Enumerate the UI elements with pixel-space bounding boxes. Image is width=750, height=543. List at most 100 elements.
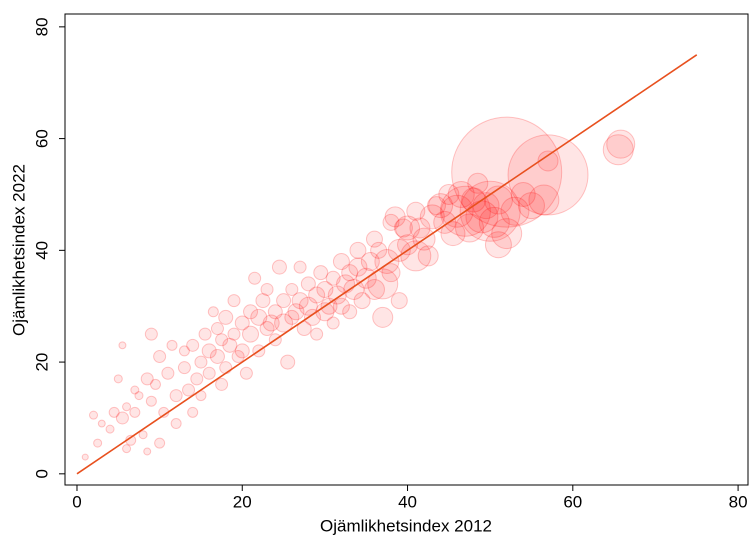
bubble <box>194 355 208 369</box>
bubble <box>316 280 334 298</box>
bubble <box>419 204 445 230</box>
bubble <box>491 218 523 250</box>
bubble <box>365 230 383 248</box>
x-tick-label: 40 <box>398 492 417 511</box>
bubble <box>170 418 182 430</box>
bubble <box>81 453 89 461</box>
bubble <box>384 206 406 228</box>
bubble <box>122 444 132 454</box>
bubble <box>406 201 426 221</box>
bubble <box>372 306 394 328</box>
bubble <box>219 361 233 375</box>
bubble <box>298 296 318 316</box>
bubble <box>296 321 312 337</box>
bubble <box>118 341 127 350</box>
bubble <box>271 259 287 275</box>
bubble <box>537 150 559 172</box>
bubble <box>242 325 260 343</box>
bubble <box>154 437 166 449</box>
bubble <box>89 410 99 420</box>
bubble <box>332 253 350 271</box>
y-tick-label: 40 <box>32 241 51 260</box>
x-axis-title: Ojämlikhetsindex 2012 <box>320 516 492 535</box>
bubble <box>343 278 365 300</box>
bubble <box>326 316 340 330</box>
bubble <box>447 180 475 208</box>
bubble <box>260 282 274 296</box>
bubble <box>327 285 347 305</box>
bubble <box>227 294 241 308</box>
bubble <box>178 345 190 357</box>
bubble <box>478 206 510 238</box>
fit-line <box>76 54 698 475</box>
x-tick-label: 60 <box>563 492 582 511</box>
bubble <box>451 116 563 228</box>
bubble <box>186 338 200 352</box>
bubble <box>267 304 283 320</box>
bubble <box>153 349 167 363</box>
bubble <box>143 447 152 456</box>
bubble <box>300 276 316 292</box>
bubble <box>177 361 191 375</box>
bubble <box>440 221 466 247</box>
bubble <box>426 196 446 216</box>
bubble <box>113 374 123 384</box>
bubble <box>145 395 157 407</box>
bubble <box>602 134 634 166</box>
bubble <box>382 213 400 231</box>
plot-frame <box>64 13 749 486</box>
bubble <box>363 278 385 300</box>
bubble <box>381 263 401 283</box>
bubble <box>207 306 219 318</box>
bubble <box>325 270 341 286</box>
bubble <box>528 184 560 216</box>
bubble <box>234 315 250 331</box>
bubble <box>248 271 262 285</box>
bubble <box>239 366 253 380</box>
bubble <box>201 343 217 359</box>
bubble <box>130 385 140 395</box>
bubble <box>169 389 183 403</box>
bubble <box>455 213 485 243</box>
bubble <box>274 313 294 333</box>
bubble <box>222 337 238 353</box>
bubble <box>122 402 132 412</box>
bubble <box>93 438 103 448</box>
bubble <box>606 129 636 159</box>
bubble <box>284 309 300 325</box>
bubble <box>262 314 280 332</box>
bubble <box>409 217 431 239</box>
bubble <box>395 215 421 241</box>
bubble <box>250 308 268 326</box>
bubble <box>138 430 148 440</box>
bubble <box>397 234 419 256</box>
bubble <box>210 322 224 336</box>
bubble <box>459 180 521 242</box>
bubble <box>370 241 388 259</box>
bubble <box>227 327 241 341</box>
bubble <box>308 286 326 304</box>
bubble <box>348 257 368 277</box>
bubble <box>500 196 530 226</box>
bubble <box>285 282 299 296</box>
bubble <box>105 424 115 434</box>
bubble <box>517 192 545 220</box>
bubble <box>140 372 154 386</box>
bubble <box>433 210 457 234</box>
bubble <box>234 343 250 359</box>
y-tick-label: 20 <box>32 353 51 372</box>
bubble <box>341 264 359 282</box>
bubble <box>484 231 512 259</box>
bubble <box>134 391 144 401</box>
bubble <box>313 265 329 281</box>
bubble <box>231 349 245 363</box>
bubble <box>390 292 408 310</box>
x-tick-label: 20 <box>233 492 252 511</box>
bubble <box>259 321 275 337</box>
bubble <box>166 339 178 351</box>
bubble <box>510 181 536 207</box>
bubble <box>161 366 175 380</box>
bubble <box>198 327 212 341</box>
bubble <box>303 308 321 326</box>
bubble <box>149 378 161 390</box>
